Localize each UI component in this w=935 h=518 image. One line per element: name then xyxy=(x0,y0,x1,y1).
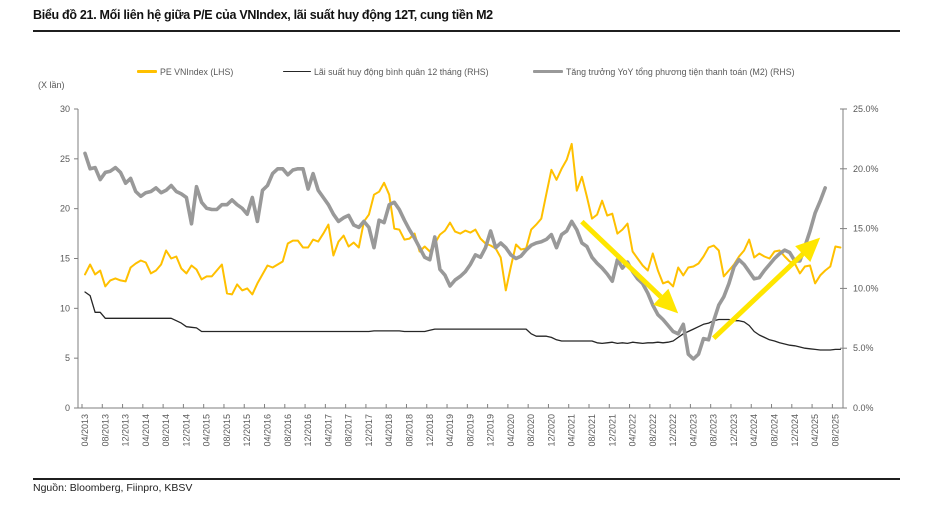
y-axis-left-title: (X lần) xyxy=(38,80,65,90)
x-tick-label: 04/2018 xyxy=(384,414,394,447)
x-tick-label: 04/2017 xyxy=(323,414,333,447)
legend-label-deposit-rate: Lãi suất huy động bình quân 12 tháng (RH… xyxy=(314,66,489,77)
arrow-shaft xyxy=(580,219,663,299)
annotations xyxy=(580,219,821,341)
x-tick-label: 12/2019 xyxy=(486,414,496,447)
arrow-head xyxy=(795,237,821,263)
source-divider xyxy=(33,478,900,480)
x-tick-label: 04/2014 xyxy=(141,414,151,447)
y-left-tick-label: 0 xyxy=(65,403,70,413)
series-line-deposit-rate-12m xyxy=(84,291,842,351)
y-left-tick-label: 15 xyxy=(60,254,70,264)
x-tick-label: 12/2015 xyxy=(242,414,252,447)
x-tick-label: 08/2020 xyxy=(526,414,536,447)
y-left-tick-label: 10 xyxy=(60,303,70,313)
x-tick-label: 12/2020 xyxy=(546,414,556,447)
legend-swatch-deposit-rate xyxy=(283,70,311,73)
x-tick-label: 08/2013 xyxy=(100,414,110,447)
y-right-tick-label: 20.0% xyxy=(853,164,879,174)
series xyxy=(83,142,842,361)
x-tick-label: 12/2013 xyxy=(121,414,131,447)
x-tick-label: 12/2023 xyxy=(729,414,739,447)
legend-item-m2: Tăng trưởng YoY tổng phương tiện thanh t… xyxy=(533,66,795,77)
x-tick-label: 12/2016 xyxy=(303,414,313,447)
y-right-tick-label: 5.0% xyxy=(853,343,874,353)
x-tick-label: 04/2024 xyxy=(749,414,759,447)
x-tick-label: 04/2022 xyxy=(628,414,638,447)
x-tick-label: 12/2018 xyxy=(425,414,435,447)
x-tick-label: 08/2021 xyxy=(587,414,597,447)
title-divider xyxy=(33,30,900,32)
x-tick-label: 12/2024 xyxy=(790,414,800,447)
series-line-m2-growth xyxy=(83,151,827,361)
y-left-tick-label: 25 xyxy=(60,154,70,164)
y-left-tick-label: 20 xyxy=(60,204,70,214)
y-right-tick-label: 0.0% xyxy=(853,403,874,413)
legend-item-deposit-rate: Lãi suất huy động bình quân 12 tháng (RH… xyxy=(283,66,489,77)
x-tick-label: 08/2014 xyxy=(161,414,171,447)
x-tick-label: 04/2015 xyxy=(202,414,212,447)
x-tick-label: 08/2018 xyxy=(404,414,414,447)
legend-swatch-pe xyxy=(137,70,157,73)
chart-title: Biểu đồ 21. Mối liên hệ giữa P/E của VNI… xyxy=(33,8,493,22)
legend-swatch-m2 xyxy=(533,69,563,74)
y-left-tick-label: 30 xyxy=(60,104,70,114)
x-tick-label: 04/2020 xyxy=(506,414,516,447)
arrow-shaft xyxy=(711,252,805,341)
x-tick-label: 08/2017 xyxy=(344,414,354,447)
axes: 0 5 10 15 20 25 30 0.0% 5.0% 10.0% 15.0% 20.0% 25.0%… xyxy=(60,104,879,447)
legend-label-pe: PE VNIndex (LHS) xyxy=(160,66,234,77)
x-tick-label: 12/2014 xyxy=(181,414,191,447)
x-tick-label: 04/2025 xyxy=(810,414,820,447)
x-tick-label: 04/2016 xyxy=(263,414,273,447)
x-tick-label: 08/2024 xyxy=(770,414,780,447)
x-tick-label: 04/2023 xyxy=(688,414,698,447)
x-tick-label: 08/2023 xyxy=(709,414,719,447)
x-tick-label: 12/2021 xyxy=(607,414,617,447)
x-tick-label: 04/2013 xyxy=(80,414,90,447)
x-tick-label: 04/2021 xyxy=(567,414,577,447)
x-tick-label: 04/2019 xyxy=(445,414,455,447)
x-tick-label: 08/2025 xyxy=(830,414,840,447)
x-tick-label: 08/2015 xyxy=(222,414,232,447)
annotation-arrow xyxy=(711,237,821,341)
x-tick-label: 08/2022 xyxy=(648,414,658,447)
x-tick-label: 12/2017 xyxy=(364,414,374,447)
y-right-tick-label: 10.0% xyxy=(853,283,879,293)
y-right-tick-label: 25.0% xyxy=(853,104,879,114)
y-left-tick-label: 5 xyxy=(65,353,70,363)
source-note: Nguồn: Bloomberg, Fiinpro, KBSV xyxy=(33,482,193,494)
legend-label-m2: Tăng trưởng YoY tổng phương tiện thanh t… xyxy=(566,66,795,77)
arrow-head xyxy=(653,288,679,314)
series-line-pe-vnindex xyxy=(84,142,842,296)
y-right-tick-label: 15.0% xyxy=(853,224,879,234)
x-tick-label: 08/2016 xyxy=(283,414,293,447)
legend-item-pe: PE VNIndex (LHS) xyxy=(137,66,233,77)
x-tick-label: 08/2019 xyxy=(465,414,475,447)
x-tick-label: 12/2022 xyxy=(668,414,678,447)
annotation-arrow xyxy=(580,219,679,314)
